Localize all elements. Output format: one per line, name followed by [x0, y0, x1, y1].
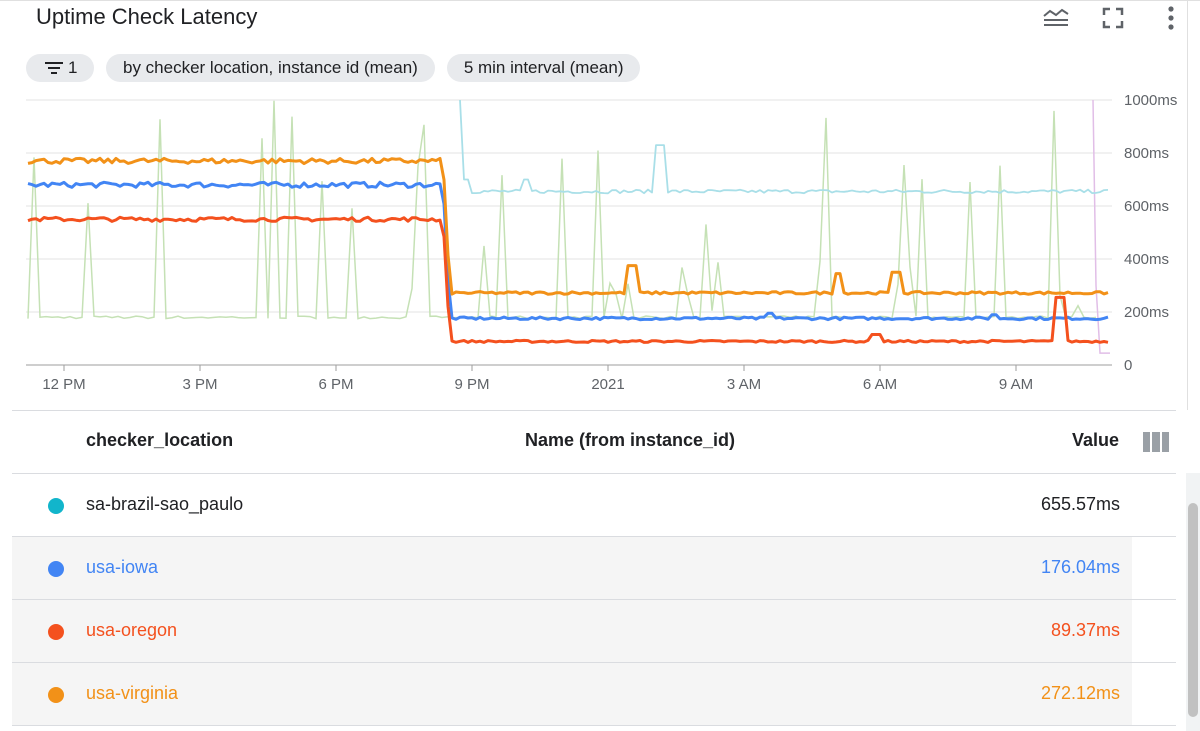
table-scrollbar-thumb[interactable] — [1188, 503, 1198, 717]
filter-icon — [45, 62, 63, 74]
row-value: 272.12ms — [1040, 683, 1120, 703]
x-tick-label: 12 PM — [42, 376, 85, 393]
filter-chip[interactable]: 1 — [26, 54, 94, 82]
row-checker-location: usa-iowa — [86, 557, 159, 577]
series-color-dot — [48, 687, 64, 703]
series-color-dot — [48, 624, 64, 640]
y-tick-label: 200ms — [1124, 304, 1169, 321]
series-line-background — [27, 100, 1097, 320]
x-tick-label: 6 AM — [863, 376, 897, 393]
x-tick-label: 2021 — [591, 376, 624, 393]
chart-table-divider — [12, 410, 1176, 411]
y-tick-label: 0 — [1124, 357, 1132, 374]
legend-table-header: checker_location Name (from instance_id)… — [0, 411, 1200, 473]
row-value: 89.37ms — [1050, 620, 1120, 640]
header-checker-location[interactable]: checker_location — [86, 430, 234, 450]
column-picker-icon[interactable] — [1143, 432, 1169, 452]
row-divider — [12, 662, 1176, 663]
filter-count: 1 — [68, 58, 78, 77]
series-line-usa-oregon — [27, 215, 1109, 344]
series-line-background — [1092, 99, 1110, 354]
interval-chip[interactable]: 5 min interval (mean) — [446, 54, 641, 82]
row-value: 176.04ms — [1040, 557, 1120, 577]
x-tick-label: 3 AM — [727, 376, 761, 393]
x-tick-label: 3 PM — [182, 376, 217, 393]
row-divider — [12, 725, 1176, 726]
header-instance-name[interactable]: Name (from instance_id) — [525, 430, 736, 450]
legend-toggle-icon[interactable] — [1040, 4, 1072, 32]
series-line-sa-brazil-sao_paulo — [459, 99, 1109, 195]
fullscreen-icon[interactable] — [1097, 4, 1129, 32]
table-row[interactable]: usa-virginia 272.12ms — [12, 663, 1132, 725]
chart-chips: 1 by checker location, instance id (mean… — [26, 54, 641, 82]
row-divider — [12, 599, 1176, 600]
row-checker-location: usa-oregon — [86, 620, 178, 640]
x-tick-label: 9 AM — [999, 376, 1033, 393]
latency-chart[interactable]: 1000ms 800ms 600ms 400ms 200ms 0 12 PM 3 PM 6 PM… — [0, 90, 1200, 400]
chart-header: Uptime Check Latency — [0, 0, 1200, 40]
y-tick-label: 800ms — [1124, 145, 1169, 162]
y-tick-label: 400ms — [1124, 251, 1169, 268]
panel-right-border — [1187, 0, 1188, 410]
table-row[interactable]: usa-oregon 89.37ms — [12, 600, 1132, 662]
series-color-dot — [48, 498, 64, 514]
x-tick-label: 9 PM — [454, 376, 489, 393]
y-tick-label: 600ms — [1124, 198, 1169, 215]
x-tick-label: 6 PM — [318, 376, 353, 393]
table-row[interactable]: usa-iowa 176.04ms — [12, 537, 1132, 599]
row-checker-location: sa-brazil-sao_paulo — [86, 494, 244, 514]
row-divider — [12, 536, 1176, 537]
chart-title: Uptime Check Latency — [36, 4, 258, 29]
row-value: 655.57ms — [1040, 494, 1120, 514]
series-line-usa-virginia — [27, 156, 1109, 296]
table-row[interactable]: sa-brazil-sao_paulo 655.57ms — [12, 474, 1132, 536]
more-vert-icon[interactable] — [1155, 4, 1187, 32]
series-color-dot — [48, 561, 64, 577]
header-divider — [12, 473, 1176, 474]
panel-top-border — [0, 0, 1200, 1]
y-tick-label: 1000ms — [1124, 92, 1177, 109]
header-value[interactable]: Value — [1072, 430, 1120, 450]
row-checker-location: usa-virginia — [86, 683, 179, 703]
group-by-chip[interactable]: by checker location, instance id (mean) — [106, 54, 435, 82]
series-line-usa-iowa — [27, 180, 1109, 322]
